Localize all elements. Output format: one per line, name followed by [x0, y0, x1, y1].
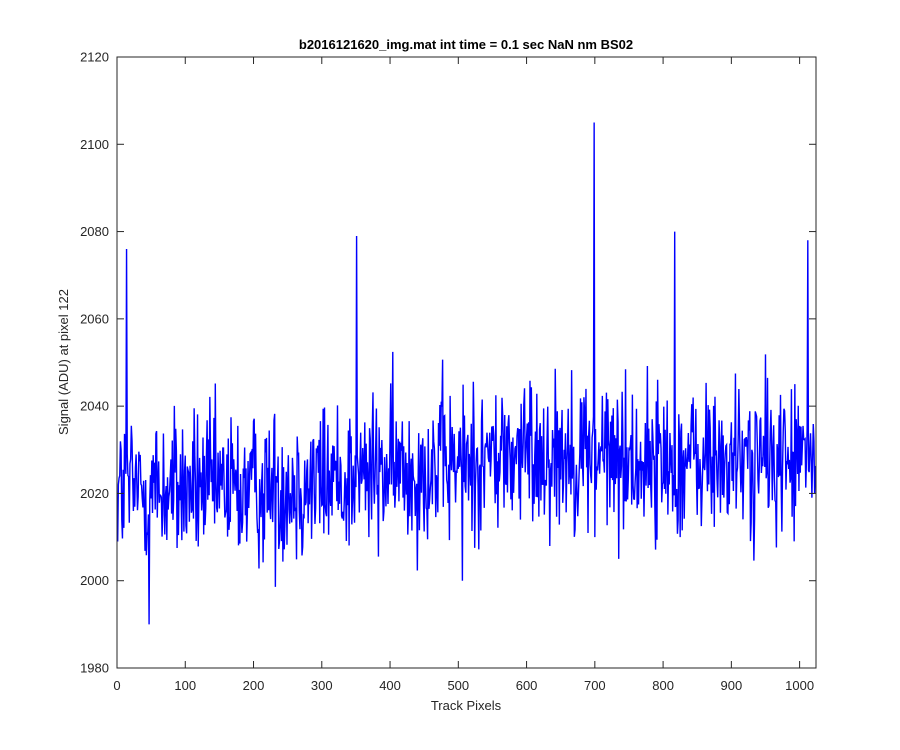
- y-tick-label: 2120: [80, 50, 109, 65]
- x-tick-label: 800: [652, 678, 674, 693]
- x-tick-label: 300: [311, 678, 333, 693]
- signal-series-line: [116, 122, 817, 625]
- chart-title: b2016121620_img.mat int time = 0.1 sec N…: [299, 37, 633, 52]
- y-tick-label: 2080: [80, 224, 109, 239]
- y-tick-label: 1980: [80, 661, 109, 676]
- x-tick-label: 700: [584, 678, 606, 693]
- x-ticks: 0 100 200 300 400 500 600 700 800 900 1000: [113, 57, 814, 693]
- y-tick-label: 2020: [80, 486, 109, 501]
- x-tick-label: 100: [174, 678, 196, 693]
- series-layer: [116, 122, 817, 625]
- y-tick-label: 2060: [80, 311, 109, 326]
- y-tick-label: 2100: [80, 137, 109, 152]
- y-ticks: 1980 2000 2020 2040 2060 2080 2100 2120: [80, 50, 816, 676]
- axes-box: [116, 56, 817, 669]
- x-tick-label: 200: [243, 678, 265, 693]
- x-tick-label: 1000: [785, 678, 814, 693]
- x-tick-label: 400: [379, 678, 401, 693]
- y-axis-label: Signal (ADU) at pixel 122: [56, 289, 71, 435]
- x-tick-label: 0: [113, 678, 120, 693]
- y-tick-label: 2040: [80, 399, 109, 414]
- y-tick-label: 2000: [80, 573, 109, 588]
- x-axis-label: Track Pixels: [431, 698, 502, 713]
- plot-area: [117, 57, 816, 668]
- x-tick-label: 600: [516, 678, 538, 693]
- x-tick-label: 900: [721, 678, 743, 693]
- x-tick-label: 500: [447, 678, 469, 693]
